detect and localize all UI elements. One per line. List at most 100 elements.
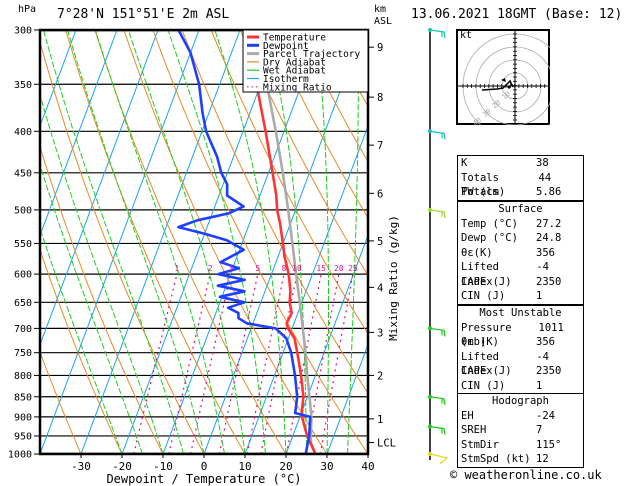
pressure-tick-label: 850 xyxy=(14,392,32,403)
grid-lines xyxy=(40,30,629,454)
index-value: 1 xyxy=(536,290,543,302)
height-unit-label: km xyxy=(374,4,387,15)
mixing-ratio-line xyxy=(218,273,259,454)
index-value: 2350 xyxy=(536,365,562,377)
temperature-line xyxy=(242,30,317,454)
mixing-ratio-label: 3 xyxy=(228,264,233,273)
temperature-tick-label: -20 xyxy=(112,460,132,473)
index-label: Temp (°C) xyxy=(461,217,518,230)
wind-barbs xyxy=(428,28,449,465)
axes: 3003504004505005506006507007508008509009… xyxy=(8,26,400,486)
index-value: 12 xyxy=(536,453,549,465)
hodograph-title: Hodograph xyxy=(492,395,549,407)
mixing-ratio-line xyxy=(285,273,322,454)
parcel-trajectory-line xyxy=(253,30,317,454)
mixing-ratio-line xyxy=(133,273,178,454)
legend-box xyxy=(242,29,369,93)
index-value: 44 xyxy=(538,171,552,184)
legend-label: Dry Adiabat xyxy=(263,57,326,68)
plot-frame xyxy=(38,28,370,456)
index-value: 7 xyxy=(536,424,543,436)
index-row: K 38 xyxy=(458,156,583,171)
dry-adiabat-line xyxy=(40,145,164,454)
isotherm-line xyxy=(285,233,368,454)
wind-barb xyxy=(429,425,446,435)
index-label: StmSpd (kt) xyxy=(461,453,531,465)
isotherm-line xyxy=(40,30,118,237)
dry-adiabat-line xyxy=(94,30,287,454)
index-label: K xyxy=(461,157,468,169)
mixing-ratio-axis-label: Mixing Ratio (g/kg) xyxy=(387,215,400,341)
isotherm-line xyxy=(40,30,77,128)
index-row: Lifted Index -4 xyxy=(458,350,583,378)
most-unstable-title: Most Unstable xyxy=(479,307,562,319)
index-label: EH xyxy=(461,409,474,422)
dry-adiabat-line xyxy=(152,30,368,454)
wet-adiabat-line xyxy=(40,93,164,454)
index-row: PW (cm) 5.86 xyxy=(458,185,583,200)
mixing-ratio-label: 15 xyxy=(316,264,326,273)
pressure-tick-label: 600 xyxy=(14,270,32,281)
mixing-ratio-label: 2 xyxy=(208,264,213,273)
index-value: 1 xyxy=(536,379,543,392)
mixing-ratio-line xyxy=(319,273,354,454)
index-value: 24.8 xyxy=(536,232,562,244)
pressure-tick-label: 950 xyxy=(14,431,32,442)
wet-adiabat-line xyxy=(94,30,225,454)
wet-adiabat-line xyxy=(67,30,205,454)
index-row: EH -24 xyxy=(458,409,583,424)
index-label: θε (K) xyxy=(461,336,499,348)
temperature-tick-label: -30 xyxy=(71,460,91,473)
temperature-tick-label: 10 xyxy=(238,460,251,473)
wind-barb xyxy=(429,130,446,140)
hodograph-trace xyxy=(481,79,514,91)
hodograph-ring-label: 10 xyxy=(500,90,512,102)
wet-adiabat-line xyxy=(43,30,184,454)
wet-adiabat-line xyxy=(214,30,287,454)
index-label: θε(K) xyxy=(461,246,493,259)
index-row: StmDir 115° xyxy=(458,438,583,453)
index-value: 115° xyxy=(536,438,562,451)
dry-adiabat-line xyxy=(297,30,368,163)
dry-adiabat-line xyxy=(239,30,368,277)
index-value: 27.2 xyxy=(536,217,562,230)
height-tick-label: 5 xyxy=(377,236,383,248)
index-label: Lifted Index xyxy=(461,350,499,378)
index-value: 2350 xyxy=(536,275,562,288)
height-tick-label: 8 xyxy=(377,92,383,104)
pressure-tick-label: 750 xyxy=(14,348,32,359)
index-label: Lifted Index xyxy=(461,261,499,288)
pressure-tick-label: 350 xyxy=(14,80,32,91)
index-value: -24 xyxy=(536,409,555,422)
index-value: -4 xyxy=(536,261,549,273)
wet-adiabat-line xyxy=(266,30,307,454)
index-value: -4 xyxy=(536,350,549,363)
pressure-tick-label: 300 xyxy=(14,26,32,37)
pressure-unit-label: hPa xyxy=(18,4,37,15)
index-row: Pressure (mb) 1011 xyxy=(458,321,583,349)
mixing-ratio-label: 1 xyxy=(175,264,180,273)
pressure-tick-label: 550 xyxy=(14,239,32,250)
wet-adiabat-line xyxy=(167,30,266,454)
copyright: © weatheronline.co.uk xyxy=(450,468,602,482)
hodograph-unit: kt xyxy=(460,30,473,41)
hodograph-ring-label: 20 xyxy=(491,99,503,111)
surface-title: Surface xyxy=(498,203,543,215)
mixing-ratio-label: 8 xyxy=(282,264,287,273)
legend-label: Wet Adiabat xyxy=(263,66,326,77)
index-row: θε (K) 356 xyxy=(458,335,583,350)
index-label: PW (cm) xyxy=(461,186,506,198)
temperature-tick-label: 40 xyxy=(361,460,374,473)
dry-adiabat-line xyxy=(181,30,368,395)
dry-adiabat-line xyxy=(589,30,629,454)
index-row: CIN (J) 1 xyxy=(458,289,583,304)
pressure-tick-label: 700 xyxy=(14,324,32,335)
pressure-tick-label: 900 xyxy=(14,412,32,423)
legend-label: Parcel Trajectory xyxy=(263,49,361,60)
mixing-ratio-line xyxy=(189,273,232,454)
dry-adiabat-line xyxy=(65,30,246,454)
index-label: Dewp (°C) xyxy=(461,232,518,244)
legend-label: Mixing Ratio xyxy=(263,82,332,93)
